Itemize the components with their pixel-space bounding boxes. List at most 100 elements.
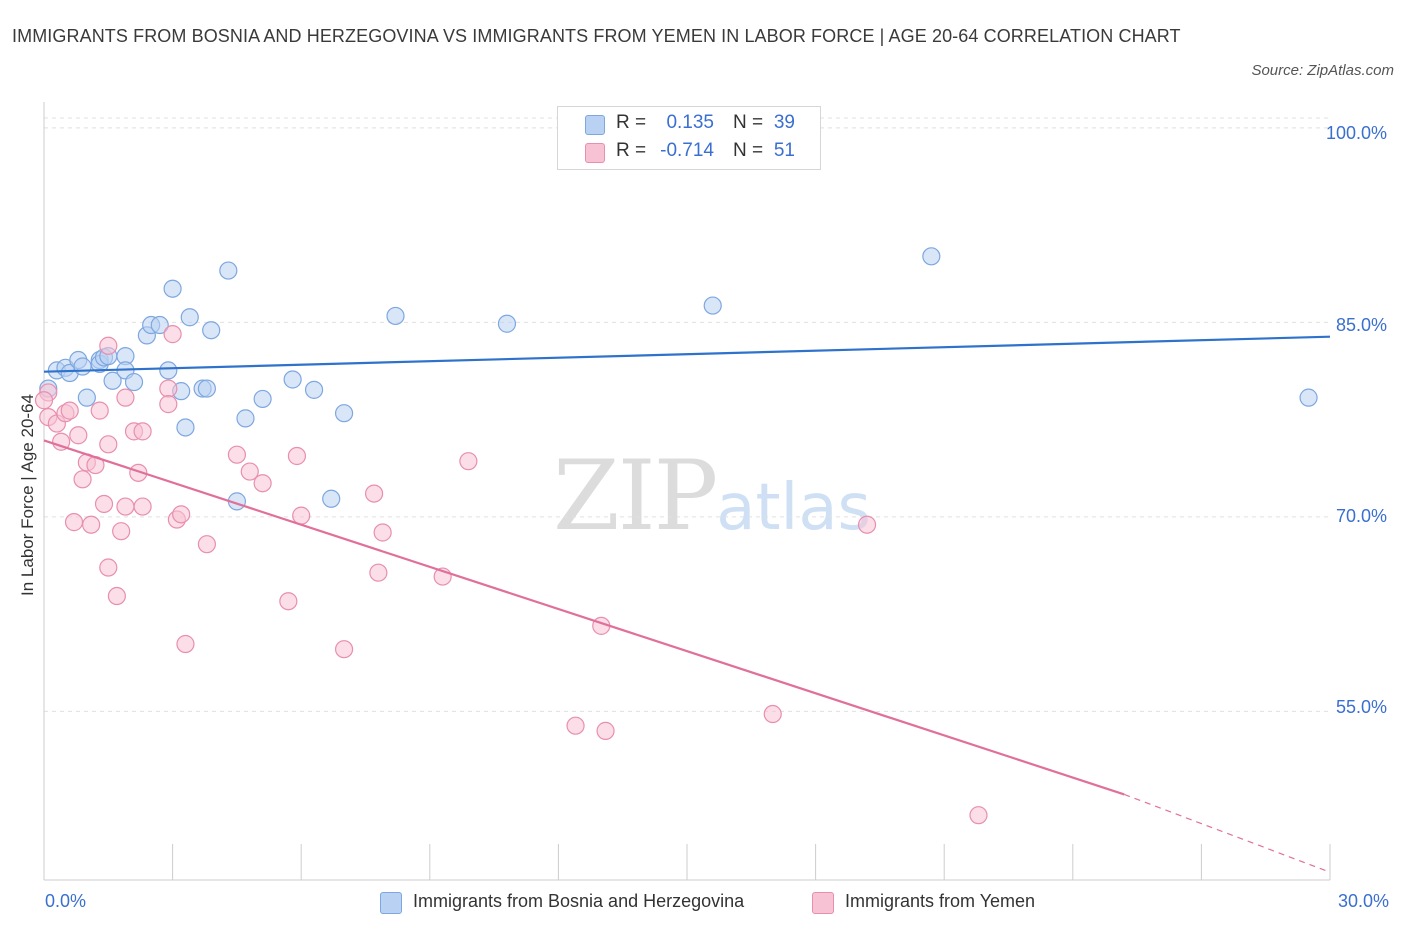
legend-n-value: 51 [773,140,795,161]
data-point-yemen [99,336,118,355]
source-label: Source: ZipAtlas.com [1251,62,1394,79]
data-point-yemen [107,586,126,606]
data-point-yemen [334,640,354,659]
data-point-bosnia [159,361,178,380]
data-point-yemen [99,558,118,577]
data-point-yemen [159,379,178,398]
correlation-legend: R = 0.135 N = 39 R = -0.714 N = 51 [557,106,821,170]
data-point-yemen [227,445,246,464]
data-point-bosnia [253,389,272,409]
data-point-bosnia [304,380,324,399]
data-point-yemen [90,401,109,420]
data-point-bosnia [922,247,941,266]
y-tick-label-70: 70.0% [1336,506,1388,526]
data-point-bosnia [386,306,405,326]
data-point-yemen [116,497,135,516]
data-point-yemen [129,463,148,482]
data-point-yemen [159,395,178,414]
legend-row-yemen: R = -0.714 N = 51 [558,138,820,166]
data-point-yemen [64,513,84,532]
data-point-yemen [279,592,298,611]
data-point-yemen [172,505,191,524]
legend-r-label: R = [616,140,647,161]
data-point-yemen [69,426,88,445]
legend-r-value: -0.714 [660,140,714,161]
data-point-bosnia [197,379,216,398]
data-point-yemen [163,325,182,344]
data-point-yemen [857,515,877,534]
data-point-bosnia [180,308,199,327]
trendline-yemen [43,439,1125,796]
data-point-bosnia [219,261,238,280]
data-point-yemen [373,523,392,542]
bottom-legend-yemen: Immigrants from Yemen [812,890,1112,914]
data-point-yemen [240,462,259,481]
data-point-yemen [94,494,114,514]
data-point-bosnia [176,418,195,437]
data-point-bosnia [703,296,722,315]
data-point-bosnia [283,370,302,389]
bottom-legend-swatch-pink [812,892,834,914]
legend-n-label: N = [733,140,764,161]
data-point-yemen [364,484,384,503]
data-point-yemen [52,432,71,451]
data-point-bosnia [202,321,221,340]
data-point-yemen [369,563,388,582]
data-point-bosnia [77,388,96,407]
trendline-bosnia [43,335,1331,373]
legend-row-bosnia: R = 0.135 N = 39 [558,110,820,138]
legend-n-value: 39 [773,112,795,133]
data-point-yemen [112,522,131,541]
x-tick-label-max: 30.0% [1338,891,1390,911]
bottom-legend-swatch-blue [380,892,402,914]
trendline-yemen-extension [1124,793,1331,873]
data-point-yemen [133,497,152,516]
data-point-bosnia [322,489,341,508]
data-point-yemen [82,515,101,534]
data-point-bosnia [236,409,255,428]
data-point-bosnia [73,357,92,376]
data-point-yemen [292,506,311,525]
legend-r-label: R = [616,112,647,133]
y-axis-title: In Labor Force | Age 20-64 [18,394,37,596]
data-point-yemen [459,452,478,471]
watermark: ZIPatlas [553,440,871,552]
data-point-yemen [566,716,585,735]
data-point-yemen [116,388,135,407]
legend-r-value: 0.135 [666,112,714,133]
bottom-legend-bosnia: Immigrants from Bosnia and Herzegovina [380,890,800,914]
data-point-bosnia [150,315,169,335]
grid-lines [44,117,1330,712]
chart-title: IMMIGRANTS FROM BOSNIA AND HERZEGOVINA V… [12,26,1181,46]
legend-swatch-blue [585,115,605,135]
bottom-legend-label: Immigrants from Bosnia and Herzegovina [413,891,745,911]
data-point-yemen [73,470,92,489]
legend-n-label: N = [733,112,764,133]
data-point-yemen [133,422,152,441]
data-point-yemen [176,634,195,654]
data-point-yemen [197,535,216,554]
data-point-bosnia [334,404,354,423]
y-tick-label-85: 85.0% [1336,315,1388,335]
y-tick-label-100: 100.0% [1326,123,1388,143]
y-tick-label-55: 55.0% [1336,697,1388,717]
bottom-legend-label: Immigrants from Yemen [845,891,1036,911]
data-point-yemen [596,721,615,740]
trendlines [43,335,1331,873]
watermark-zip: ZIP [553,440,718,552]
data-point-yemen [287,446,307,466]
data-point-yemen [34,391,54,410]
series-yemen-points [34,325,988,825]
data-point-yemen [763,704,782,724]
data-point-yemen [60,401,79,420]
watermark-atlas: atlas [716,471,871,545]
data-point-yemen [969,806,988,825]
series-bosnia-points [39,247,1318,511]
x-tick-label-min: 0.0% [45,891,87,911]
data-point-bosnia [163,279,182,298]
data-point-bosnia [103,371,122,390]
data-point-bosnia [124,372,144,392]
data-point-yemen [99,435,118,454]
data-point-bosnia [1299,388,1318,407]
